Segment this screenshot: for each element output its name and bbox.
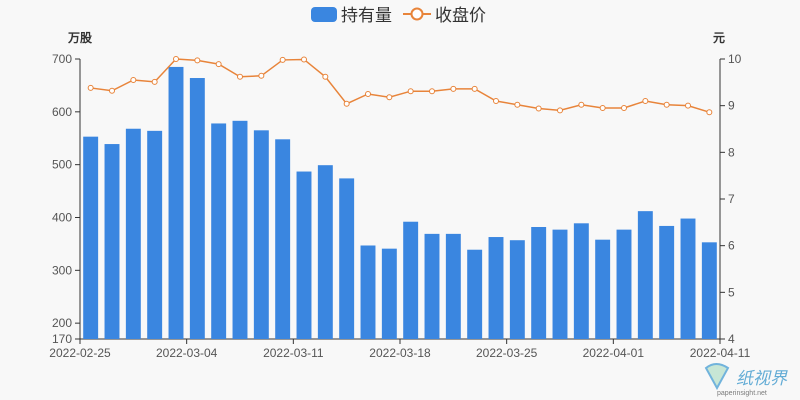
x-tick-label: 2022-02-25 — [49, 346, 111, 360]
price-point[interactable] — [706, 109, 713, 116]
x-tick-label: 2022-03-11 — [263, 346, 324, 360]
price-point[interactable] — [685, 102, 691, 109]
price-point[interactable] — [365, 91, 371, 97]
price-point[interactable] — [407, 88, 414, 95]
bar-holding[interactable] — [147, 130, 163, 339]
price-point[interactable] — [151, 78, 158, 85]
bar-holding[interactable] — [125, 128, 141, 339]
bar-holding[interactable] — [531, 227, 547, 339]
price-point[interactable] — [514, 101, 521, 108]
bar-holding[interactable] — [616, 229, 632, 339]
bar-holding[interactable] — [595, 239, 611, 339]
y-left-tick-label: 400 — [52, 210, 72, 224]
y-right-unit: 元 — [713, 31, 725, 45]
watermark-text: 纸视界 — [736, 369, 788, 389]
bar-holding[interactable] — [552, 229, 568, 339]
price-point[interactable] — [279, 56, 286, 63]
y-right-tick-label: 9 — [728, 99, 735, 113]
price-point[interactable] — [322, 73, 329, 80]
price-point[interactable] — [663, 101, 670, 108]
price-point[interactable] — [258, 72, 265, 79]
price-point[interactable] — [87, 84, 94, 91]
x-tick-label: 2022-03-18 — [369, 346, 431, 360]
x-tick-label: 2022-04-01 — [583, 346, 645, 360]
price-point[interactable] — [621, 105, 627, 111]
legend-bar-label: 持有量 — [341, 6, 392, 25]
bar-holding[interactable] — [509, 240, 525, 339]
axes: 170 200 300 400 500 600 700 4 5 6 7 8 9 10 2022-02-25 2… — [49, 52, 750, 360]
bar-holding[interactable] — [104, 144, 120, 339]
price-point[interactable] — [237, 73, 243, 80]
price-point[interactable] — [450, 85, 457, 92]
price-point[interactable] — [599, 105, 606, 111]
y-left-tick-label: 200 — [52, 316, 72, 330]
bar-holding[interactable] — [680, 218, 696, 339]
bar-holding[interactable] — [381, 248, 397, 339]
bar-holding[interactable] — [253, 130, 269, 339]
bar-holding[interactable] — [659, 225, 675, 339]
price-point[interactable] — [429, 88, 435, 95]
y-left-tick-label: 500 — [52, 158, 72, 172]
x-tick-label: 2022-04-11 — [690, 346, 751, 360]
bar-holding[interactable] — [211, 123, 227, 340]
watermark: 纸视界 paperinsight.net — [704, 363, 788, 397]
bar-holding[interactable] — [403, 221, 419, 339]
price-point[interactable] — [471, 85, 478, 92]
price-point[interactable] — [493, 98, 499, 104]
price-point[interactable] — [557, 107, 563, 114]
bar-holding[interactable] — [701, 242, 717, 339]
y-right-tick-label: 10 — [728, 52, 742, 66]
bar-holding[interactable] — [360, 245, 376, 339]
y-left-tick-label: 300 — [52, 263, 72, 277]
price-point[interactable] — [130, 77, 137, 83]
bar-holding[interactable] — [296, 171, 312, 339]
legend-line-label: 收盘价 — [435, 6, 486, 25]
y-right-tick-label: 5 — [728, 285, 735, 299]
watermark-sub: paperinsight.net — [717, 390, 767, 397]
bar-holding[interactable] — [637, 211, 653, 339]
bar-holding[interactable] — [467, 249, 483, 339]
price-point[interactable] — [642, 98, 649, 104]
bar-holding[interactable] — [445, 233, 461, 339]
x-tick-label: 2022-03-25 — [476, 346, 538, 360]
price-series-line — [90, 58, 710, 113]
watermark-logo-icon — [704, 363, 730, 391]
bar-holding[interactable] — [275, 139, 291, 339]
price-point[interactable] — [386, 94, 393, 101]
price-point[interactable] — [194, 57, 201, 64]
price-line — [87, 56, 713, 116]
y-right-tick-label: 8 — [728, 145, 735, 159]
bar-holding[interactable] — [168, 66, 184, 339]
price-point[interactable] — [215, 61, 222, 68]
bar-holding[interactable] — [232, 120, 248, 340]
price-point[interactable] — [109, 87, 115, 94]
y-left-tick-label: 170 — [52, 332, 72, 346]
price-point[interactable] — [535, 105, 542, 112]
bar-holding[interactable] — [189, 78, 205, 340]
price-point[interactable] — [173, 56, 179, 62]
bar-holding[interactable] — [339, 178, 355, 339]
bar-holding[interactable] — [488, 237, 504, 339]
y-right-tick-label: 7 — [728, 192, 735, 206]
y-right-tick-label: 6 — [728, 239, 735, 253]
bar-holding[interactable] — [83, 136, 99, 339]
x-tick-label: 2022-03-04 — [156, 346, 218, 360]
y-right-tick-label: 4 — [728, 332, 735, 346]
price-point[interactable] — [578, 101, 585, 108]
bar-holding[interactable] — [317, 165, 333, 339]
legend-bar-swatch — [311, 7, 337, 22]
price-point[interactable] — [301, 56, 307, 63]
y-left-tick-label: 700 — [52, 52, 72, 66]
bar-holding[interactable] — [573, 223, 589, 339]
bars — [83, 66, 717, 340]
y-left-tick-label: 600 — [52, 105, 72, 119]
legend[interactable]: 持有量 收盘价 — [311, 6, 486, 25]
y-left-unit: 万股 — [67, 30, 93, 45]
legend-line-marker — [410, 7, 424, 21]
price-point[interactable] — [343, 100, 350, 107]
bar-holding[interactable] — [424, 233, 440, 339]
